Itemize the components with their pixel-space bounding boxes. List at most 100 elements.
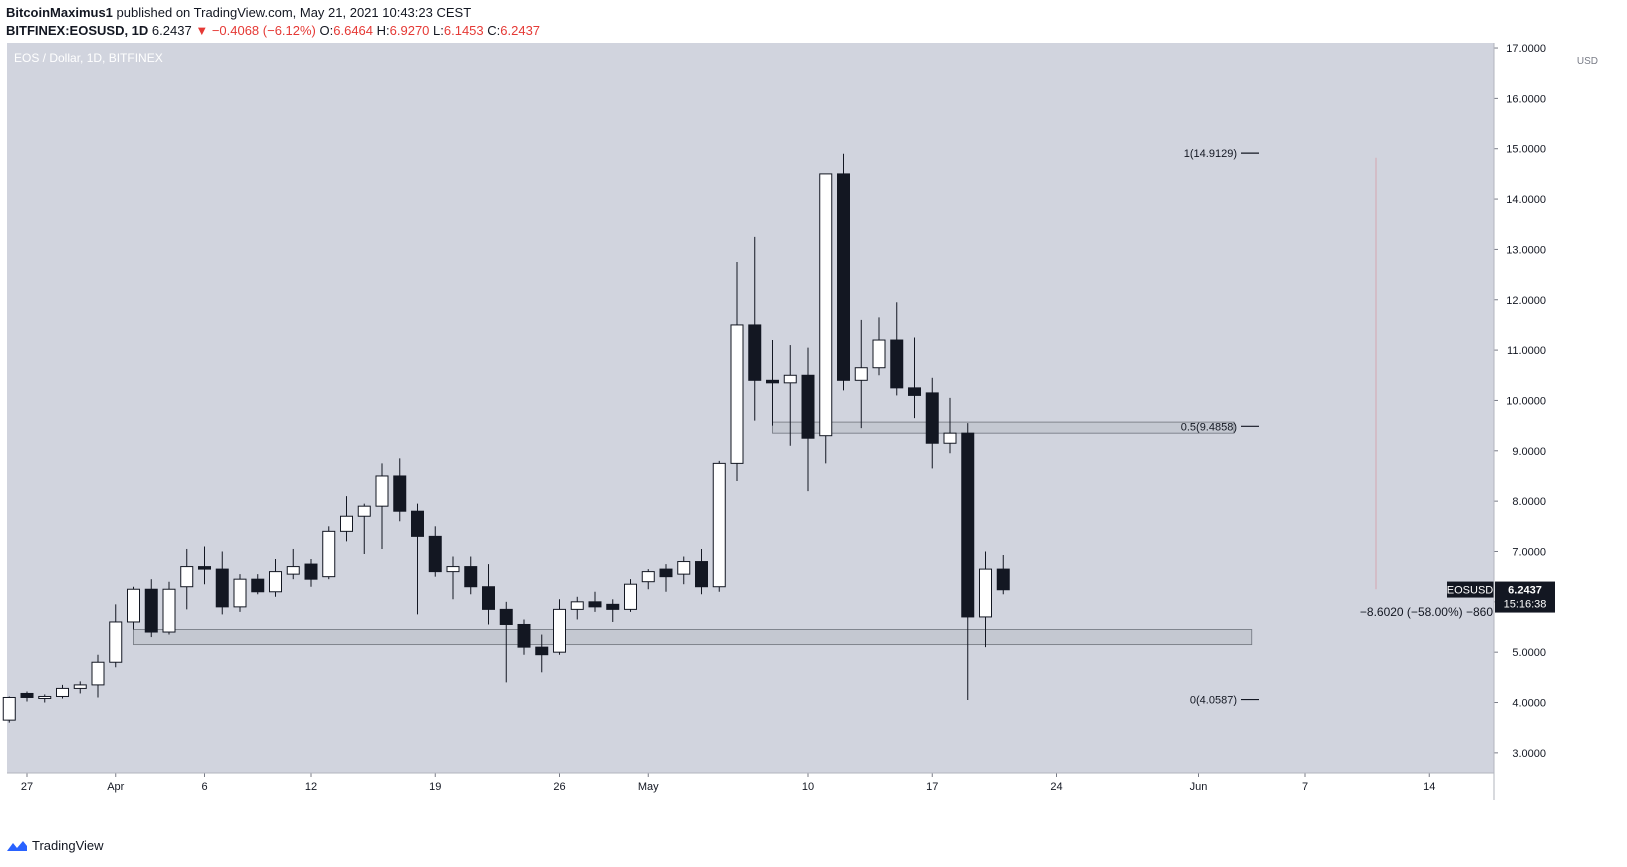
- candle[interactable]: [606, 599, 620, 622]
- candle-body: [411, 510, 424, 537]
- price-range-label: −8.6020 (−58.00%) −860: [1360, 605, 1493, 619]
- candle[interactable]: [553, 599, 566, 655]
- candle[interactable]: [269, 559, 282, 597]
- candle[interactable]: [286, 548, 300, 580]
- y-tick-label: 8.0000: [1512, 496, 1546, 508]
- candle[interactable]: [428, 526, 442, 577]
- candle-body: [180, 566, 194, 588]
- candle[interactable]: [357, 503, 371, 554]
- candle[interactable]: [464, 556, 478, 595]
- candle[interactable]: [712, 460, 726, 592]
- candle[interactable]: [535, 634, 549, 673]
- candle[interactable]: [73, 681, 87, 694]
- candle-body: [56, 687, 69, 697]
- candle[interactable]: [677, 556, 691, 585]
- candle[interactable]: [109, 604, 123, 668]
- candle[interactable]: [304, 559, 318, 587]
- candle[interactable]: [943, 397, 957, 454]
- high-value: 6.9270: [389, 23, 430, 38]
- candle-body: [979, 568, 992, 618]
- x-tick-label: Jun: [1190, 781, 1208, 793]
- candle[interactable]: [570, 596, 584, 620]
- candle[interactable]: [340, 496, 353, 542]
- candle-body: [535, 646, 549, 656]
- candle[interactable]: [20, 691, 34, 702]
- candle[interactable]: [996, 555, 1010, 595]
- candle[interactable]: [446, 556, 460, 600]
- candle-body: [304, 563, 318, 580]
- candle[interactable]: [837, 153, 850, 391]
- tradingview-logo[interactable]: TradingView: [6, 838, 104, 853]
- last-price-tag: [1495, 581, 1555, 613]
- candle[interactable]: [38, 694, 52, 703]
- candle[interactable]: [322, 526, 336, 580]
- candle-body: [2, 696, 16, 721]
- candle[interactable]: [144, 579, 158, 638]
- candle[interactable]: [783, 345, 797, 446]
- x-tick-label: 19: [429, 781, 441, 793]
- plot-area[interactable]: [7, 43, 1494, 773]
- candle[interactable]: [162, 581, 176, 635]
- y-tick-label: 9.0000: [1512, 446, 1546, 458]
- candle[interactable]: [56, 684, 69, 699]
- candle[interactable]: [499, 601, 513, 683]
- candle[interactable]: [2, 696, 16, 723]
- y-tick-label: 10.0000: [1506, 395, 1546, 407]
- low-value: 6.1453: [443, 23, 484, 38]
- candle-body: [357, 505, 371, 517]
- y-tick-label: 4.0000: [1512, 698, 1546, 710]
- candle[interactable]: [854, 319, 868, 429]
- x-tick-label: 14: [1423, 781, 1435, 793]
- candle[interactable]: [748, 236, 762, 421]
- bar-countdown-label: 15:16:38: [1504, 599, 1547, 611]
- candle-body: [925, 392, 939, 444]
- candle[interactable]: [215, 551, 229, 615]
- candle[interactable]: [91, 654, 105, 698]
- candle-body: [695, 561, 708, 588]
- candle[interactable]: [979, 551, 992, 648]
- close-label: C:: [487, 23, 501, 38]
- candle[interactable]: [411, 503, 424, 615]
- candle[interactable]: [588, 591, 602, 612]
- y-tick-label: 13.0000: [1506, 244, 1546, 256]
- candle[interactable]: [198, 546, 211, 585]
- candle[interactable]: [766, 340, 779, 426]
- candle[interactable]: [730, 262, 744, 481]
- candle[interactable]: [641, 569, 655, 590]
- candle[interactable]: [801, 347, 815, 492]
- candle[interactable]: [127, 586, 140, 630]
- y-unit-label: USD: [1577, 56, 1598, 67]
- candle[interactable]: [251, 574, 265, 595]
- y-tick-label: 16.0000: [1506, 93, 1546, 105]
- candle[interactable]: [482, 564, 495, 625]
- candle[interactable]: [393, 458, 407, 522]
- chart-header: BitcoinMaximus1 published on TradingView…: [6, 4, 540, 40]
- candle[interactable]: [819, 173, 833, 464]
- candle[interactable]: [908, 337, 921, 419]
- candle[interactable]: [517, 619, 531, 655]
- y-tick-label: 17.0000: [1506, 43, 1546, 55]
- down-arrow-icon: ▼: [195, 23, 209, 38]
- candle[interactable]: [961, 423, 975, 700]
- candle[interactable]: [624, 579, 637, 612]
- x-tick-label: 17: [926, 781, 938, 793]
- time-axis[interactable]: [7, 773, 1494, 800]
- author-name[interactable]: BitcoinMaximus1: [6, 5, 113, 20]
- candle[interactable]: [695, 548, 708, 595]
- candle-body: [517, 623, 531, 648]
- publish-line: BitcoinMaximus1 published on TradingView…: [6, 4, 540, 22]
- candle-body: [109, 621, 123, 663]
- support-zone[interactable]: [772, 421, 1235, 434]
- support-zone[interactable]: [133, 629, 1253, 646]
- candle[interactable]: [925, 377, 939, 469]
- candle[interactable]: [233, 574, 247, 612]
- candle[interactable]: [659, 564, 673, 592]
- candle-body: [890, 339, 904, 389]
- candle[interactable]: [890, 302, 904, 396]
- price-axis[interactable]: [1494, 43, 1560, 800]
- candle[interactable]: [375, 463, 389, 549]
- candle[interactable]: [872, 317, 886, 376]
- candle-body: [677, 561, 691, 575]
- candle[interactable]: [180, 548, 194, 610]
